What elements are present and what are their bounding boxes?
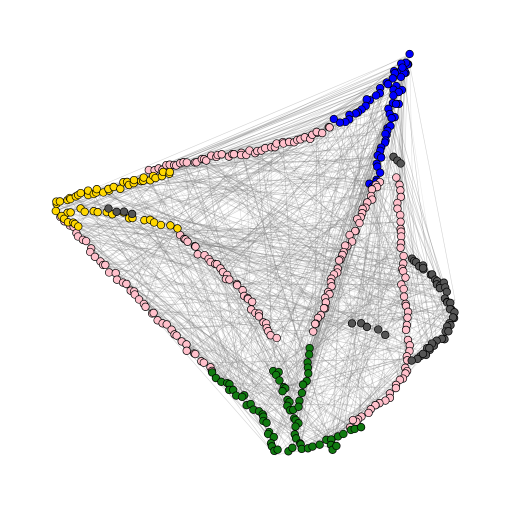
node-pink <box>318 129 326 137</box>
node-pink <box>349 416 357 424</box>
node-dark-gray <box>120 208 128 216</box>
node-green <box>289 444 297 452</box>
node-blue <box>392 100 400 108</box>
node-pink <box>273 334 281 342</box>
node-pink <box>226 276 234 284</box>
node-pink <box>397 211 405 219</box>
node-blue <box>330 115 338 123</box>
node-pink <box>192 243 200 251</box>
node-green <box>305 370 313 378</box>
node-green <box>292 423 300 431</box>
node-dark-gray <box>419 264 427 272</box>
node-pink <box>404 314 412 322</box>
node-pink <box>400 285 408 293</box>
node-green <box>357 423 365 431</box>
node-pink <box>102 261 110 269</box>
node-gold <box>77 189 85 197</box>
node-green <box>305 351 313 359</box>
node-pink <box>397 218 405 226</box>
node-pink <box>309 328 317 336</box>
node-gold <box>166 168 174 176</box>
node-dark-gray <box>113 208 121 216</box>
node-pink <box>397 244 405 252</box>
node-green <box>263 419 271 427</box>
node-gold <box>167 222 175 230</box>
node-gold <box>174 225 182 233</box>
node-pink <box>365 409 373 417</box>
node-green <box>276 377 284 385</box>
node-dark-gray <box>382 331 390 339</box>
node-gold <box>130 176 138 184</box>
node-pink <box>400 293 408 301</box>
node-pink <box>400 252 408 260</box>
node-green <box>299 381 307 389</box>
node-pink <box>326 124 334 132</box>
node-dark-gray <box>445 328 453 336</box>
node-green <box>309 443 317 451</box>
node-dark-gray <box>363 323 371 331</box>
node-blue <box>388 114 396 122</box>
node-pink <box>218 151 226 159</box>
node-green <box>340 430 348 438</box>
node-pink <box>142 303 150 311</box>
node-pink <box>356 219 364 227</box>
node-green <box>274 446 282 454</box>
node-blue <box>406 50 414 58</box>
node-pink <box>123 280 131 288</box>
node-dark-gray <box>105 205 113 213</box>
node-dark-gray <box>443 288 451 296</box>
node-pink <box>393 174 401 182</box>
node-pink <box>82 237 90 245</box>
node-pink <box>184 238 192 246</box>
node-dark-gray <box>397 160 405 168</box>
node-green <box>295 403 303 411</box>
node-green <box>316 441 324 449</box>
node-dark-gray <box>348 320 356 328</box>
node-dark-gray <box>374 326 382 334</box>
node-pink <box>230 150 238 158</box>
node-gold <box>75 223 83 231</box>
node-dark-gray <box>408 357 416 365</box>
node-pink <box>311 320 319 328</box>
node-pink <box>183 347 191 355</box>
node-gold <box>67 209 75 217</box>
node-pink <box>194 251 202 259</box>
node-pink <box>183 159 191 167</box>
node-blue <box>399 64 407 72</box>
node-blue <box>390 92 398 100</box>
node-pink <box>200 359 208 367</box>
node-dark-gray <box>426 344 434 352</box>
node-pink <box>248 298 256 306</box>
node-pink <box>320 304 328 312</box>
node-gold <box>157 221 165 229</box>
node-blue <box>376 169 384 177</box>
node-gold <box>81 208 89 216</box>
node-pink <box>402 274 410 282</box>
node-pink <box>402 326 410 334</box>
node-dark-gray <box>128 210 136 218</box>
node-pink <box>335 257 343 265</box>
node-green <box>333 442 341 450</box>
node-gold <box>56 198 64 206</box>
node-blue <box>384 80 392 88</box>
node-green <box>298 389 306 397</box>
edge <box>402 68 435 280</box>
node-pink <box>150 309 158 317</box>
node-green <box>279 387 287 395</box>
node-gold <box>94 208 102 216</box>
node-pink <box>392 384 400 392</box>
node-pink <box>192 350 200 358</box>
node-green <box>238 393 246 401</box>
